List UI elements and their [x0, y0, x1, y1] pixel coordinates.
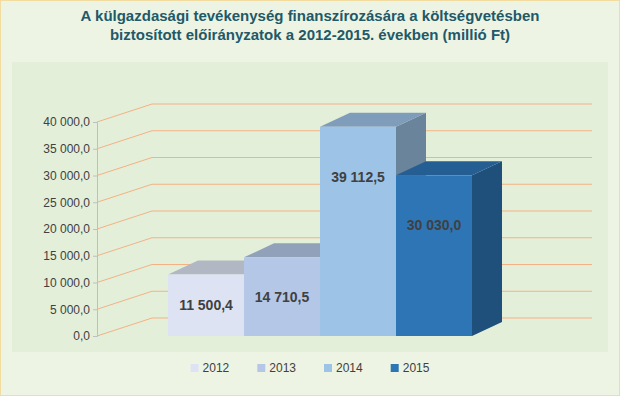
- bars: [168, 113, 502, 336]
- grid: [97, 104, 592, 336]
- bar: [168, 274, 244, 336]
- chart: A külgazdasági tevékenység finanszírozás…: [0, 0, 620, 396]
- bar: [244, 257, 320, 336]
- tick: 30 000,0: [43, 169, 97, 183]
- tick-label: 30 000,0: [43, 169, 90, 183]
- tick: 35 000,0: [43, 142, 97, 156]
- tick-mark: [93, 229, 97, 230]
- legend-label: 2012: [203, 361, 230, 375]
- legend-swatch: [257, 364, 265, 372]
- legend-swatch: [324, 364, 332, 372]
- bar-top: [396, 161, 502, 175]
- legend-label: 2013: [269, 361, 296, 375]
- tick-label: 40 000,0: [43, 115, 90, 129]
- data-label: 11 500,4: [179, 297, 233, 313]
- tick-label: 25 000,0: [43, 196, 90, 210]
- bar: [320, 127, 396, 336]
- legend-item: 2015: [391, 361, 430, 375]
- tick-label: 10 000,0: [43, 276, 90, 290]
- tick: 15 000,0: [43, 249, 97, 263]
- tick-mark: [93, 336, 97, 337]
- y-axis: 0,0 5 000,0 10 000,0 15 000,0 20 000,0 25 000…: [43, 115, 97, 343]
- legend-item: 2014: [324, 361, 363, 375]
- tick: 20 000,0: [43, 222, 97, 236]
- legend-label: 2014: [336, 361, 363, 375]
- tick-mark: [93, 283, 97, 284]
- title: A külgazdasági tevékenység finanszírozás…: [81, 7, 540, 43]
- tick-label: 0,0: [73, 329, 90, 343]
- data-label: 30 030,0: [407, 217, 462, 233]
- tick-mark: [93, 202, 97, 203]
- tick-label: 15 000,0: [43, 249, 90, 263]
- tick-mark: [93, 149, 97, 150]
- tick-mark: [93, 176, 97, 177]
- bar: [396, 175, 472, 336]
- tick-mark: [93, 122, 97, 123]
- title-line: biztosított előirányzatok a 2012-2015. é…: [110, 26, 510, 43]
- tick: 5 000,0: [50, 303, 97, 317]
- legend-swatch: [191, 364, 199, 372]
- bar-side: [472, 161, 502, 336]
- legend-item: 2013: [257, 361, 296, 375]
- tick-mark: [93, 256, 97, 257]
- plot-background: [12, 62, 608, 352]
- data-labels: 11 500,4 14 710,5 39 112,5 30 030,0: [179, 169, 461, 313]
- legend-item: 2012: [191, 361, 230, 375]
- tick: 0,0: [73, 329, 97, 343]
- legend-swatch: [391, 364, 399, 372]
- tick: 40 000,0: [43, 115, 97, 129]
- tick-label: 5 000,0: [50, 303, 90, 317]
- title-line: A külgazdasági tevékenység finanszírozás…: [81, 7, 540, 24]
- bar-top: [320, 113, 426, 127]
- tick-label: 20 000,0: [43, 222, 90, 236]
- tick: 10 000,0: [43, 276, 97, 290]
- tick: 25 000,0: [43, 196, 97, 210]
- tick-mark: [93, 309, 97, 310]
- data-label: 14 710,5: [255, 289, 310, 305]
- axis-line: [93, 123, 98, 337]
- background: [1, 1, 620, 396]
- legend: 2012 2013 2014 2015: [191, 361, 430, 375]
- tick-label: 35 000,0: [43, 142, 90, 156]
- legend-label: 2015: [403, 361, 430, 375]
- bar-3d: [396, 161, 502, 336]
- data-label: 39 112,5: [331, 169, 385, 185]
